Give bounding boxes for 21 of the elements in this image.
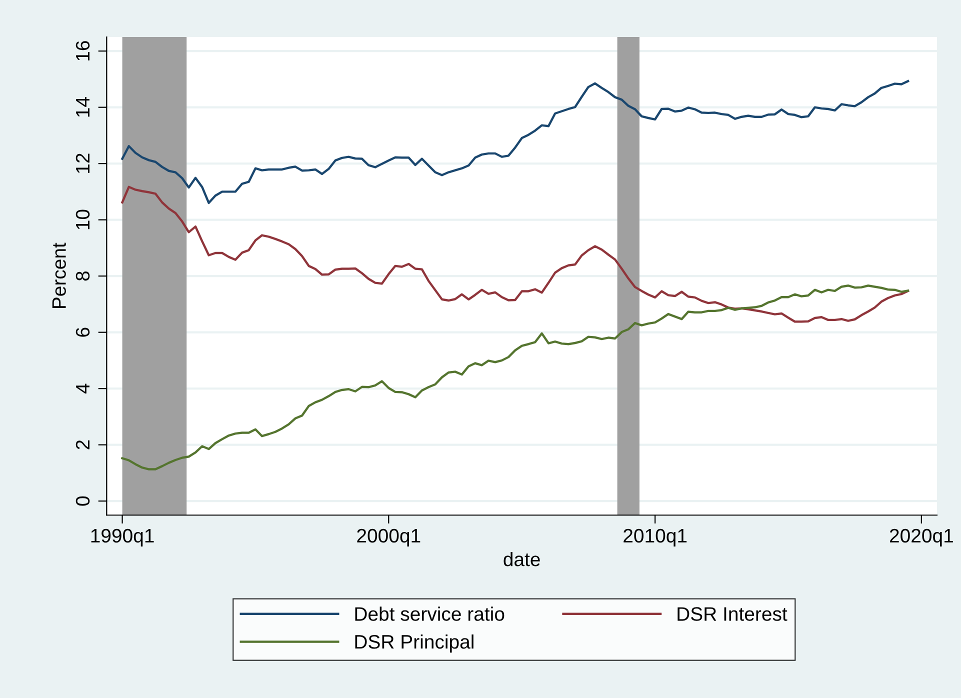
y-tick-label: 10 bbox=[76, 210, 90, 230]
line-series bbox=[121, 284, 910, 470]
y-tick-label: 12 bbox=[76, 154, 90, 173]
y-tick-label: 14 bbox=[76, 97, 90, 117]
y-tick-label: 0 bbox=[76, 496, 90, 506]
y-axis-title: Percent bbox=[52, 242, 66, 308]
x-tick-label: 1990q1 bbox=[91, 528, 154, 546]
legend-label: Debt service ratio bbox=[355, 606, 504, 621]
x-tick-label: 2000q1 bbox=[357, 528, 420, 546]
x-tick-label: 2020q1 bbox=[890, 528, 953, 546]
line-series bbox=[121, 80, 910, 204]
x-axis-title: date bbox=[504, 552, 540, 566]
y-tick-label: 2 bbox=[76, 440, 90, 450]
legend-label: DSR Interest bbox=[678, 607, 788, 621]
y-tick-label: 6 bbox=[76, 328, 90, 337]
legend-label: DSR Principal bbox=[355, 634, 474, 653]
line-series bbox=[121, 186, 910, 323]
x-tick-label: 2010q1 bbox=[624, 528, 687, 546]
y-tick-label: 16 bbox=[76, 41, 90, 60]
y-tick-label: 8 bbox=[76, 271, 90, 281]
y-tick-label: 4 bbox=[76, 384, 90, 394]
